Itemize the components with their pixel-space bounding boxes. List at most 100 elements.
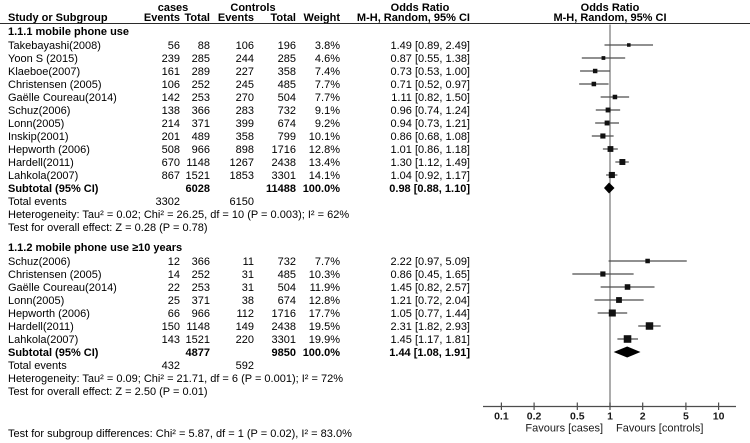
effect-square: [623, 335, 632, 343]
subtotal-row: Subtotal (95% CI) 6028 11488 100.0% 0.98 [0.…: [0, 183, 480, 196]
controls-events: 592: [235, 359, 254, 372]
cases-events: 432: [161, 359, 180, 372]
overall-test-row-text: Test for overall effect: Z = 2.50 (P = 0…: [8, 385, 208, 398]
effect-square: [600, 271, 606, 277]
study-col-header: Study or Subgroup: [8, 12, 108, 24]
controls-events: 270: [235, 91, 254, 104]
study-row: Christensen (2005) 106 252 245 485 7.7% 0.71 […: [0, 79, 480, 92]
tick-label: 1: [607, 411, 613, 423]
study-name: Hepworth (2006): [8, 143, 90, 156]
effect-square: [601, 56, 606, 60]
controls-total: 1716: [271, 307, 296, 320]
controls-total: 732: [277, 255, 296, 268]
subgroup-header: 1.1.1 mobile phone use: [0, 26, 480, 39]
heterogeneity-row: Heterogeneity: Tau² = 0.09; Chi² = 21.71…: [0, 373, 480, 386]
effect-square: [645, 258, 650, 264]
weight: 7.7%: [314, 91, 340, 104]
study-name: Klaeboe(2007): [8, 65, 81, 78]
cases-total: 366: [191, 104, 210, 117]
subgroup-header-text: 1.1.2 mobile phone use ≥10 years: [8, 242, 183, 254]
controls-events: [210, 347, 254, 360]
cases-events: [136, 347, 180, 360]
or-ci-text: 1.45 [1.17, 1.81]: [390, 333, 470, 346]
column-header-row: Study or Subgroup Events Total Events To…: [0, 12, 480, 25]
controls-events: 399: [235, 117, 254, 130]
cases-total: [180, 360, 210, 373]
controls-total: 674: [277, 117, 296, 130]
study-name: Inskip(2001): [8, 130, 69, 143]
weight: 7.4%: [314, 65, 340, 78]
cases-total: 489: [191, 130, 210, 143]
cases-events: 143: [161, 333, 180, 346]
subgroup-header-text: 1.1.1 mobile phone use: [8, 26, 130, 38]
cases-total: 1148: [186, 156, 210, 169]
or-ci-text: 1.44 [1.08, 1.91]: [389, 346, 470, 359]
weight: 12.8%: [308, 143, 340, 156]
controls-events: 220: [235, 333, 254, 346]
or-ci-text: 1.01 [0.86, 1.18]: [390, 143, 470, 156]
or-ci-text: 2.22 [0.97, 5.09]: [390, 255, 470, 268]
tick-label: 5: [683, 411, 689, 423]
weight-header: Weight: [303, 12, 340, 24]
overall-test-row-text: Test for overall effect: Z = 0.28 (P = 0…: [8, 221, 208, 234]
weight: 17.7%: [308, 307, 340, 320]
weight: 10.1%: [308, 130, 340, 143]
effect-square: [608, 309, 616, 317]
cases-events: 142: [161, 91, 180, 104]
weight: [296, 360, 340, 373]
weight: 7.7%: [314, 78, 340, 91]
cases-total: 252: [191, 268, 210, 281]
study-row: Inskip(2001) 201 489 358 799 10.1% 0.86 [0.68,…: [0, 131, 480, 144]
study-row: Lahkola(2007) 143 1521 220 3301 19.9% 1.45 [1.…: [0, 334, 480, 347]
controls-events: 149: [235, 320, 254, 333]
tick-label: 2: [640, 411, 646, 423]
cases-events: 867: [161, 169, 180, 182]
study-row: Schuz(2006) 138 366 283 732 9.1% 0.96 [0.74, 1…: [0, 105, 480, 118]
subtotal-diamond: [613, 346, 641, 358]
or-ci-text: 0.73 [0.53, 1.00]: [390, 65, 470, 78]
overall-test-row: Test for overall effect: Z = 0.28 (P = 0…: [0, 222, 480, 235]
study-row: Klaeboe(2007) 161 289 227 358 7.4% 0.73 [0.53,…: [0, 66, 480, 79]
weight: 13.4%: [308, 156, 340, 169]
study-name: Christensen (2005): [8, 268, 102, 281]
effect-square: [608, 171, 615, 179]
cases-total: 1148: [186, 320, 210, 333]
or-ci-text: 0.71 [0.52, 0.97]: [390, 78, 470, 91]
controls-total: 196: [277, 39, 296, 52]
cases-events: 161: [161, 65, 180, 78]
weight: 9.2%: [314, 117, 340, 130]
study-name: Lahkola(2007): [8, 333, 79, 346]
study-name: Lonn(2005): [8, 294, 65, 307]
cases-events: 66: [167, 307, 180, 320]
cases-total: 4877: [185, 346, 210, 359]
weight: 4.6%: [314, 52, 340, 65]
controls-events: 31: [241, 268, 254, 281]
or-ci-text: 1.30 [1.12, 1.49]: [390, 156, 470, 169]
study-name: Hepworth (2006): [8, 307, 90, 320]
or-ci-text: 0.96 [0.74, 1.24]: [390, 104, 470, 117]
weight: 9.1%: [314, 104, 340, 117]
subgroup-difference-test: Test for subgroup differences: Chi² = 5.…: [8, 428, 352, 440]
or-ci-text: 0.87 [0.55, 1.38]: [390, 52, 470, 65]
study-name: Christensen (2005): [8, 78, 102, 91]
cases-total: [180, 196, 210, 209]
heterogeneity-row-text: Heterogeneity: Tau² = 0.09; Chi² = 21.71…: [8, 372, 343, 385]
controls-total: 2438: [271, 156, 296, 169]
study-row: Gaëlle Coureau(2014) 142 253 270 504 7.7% 1.11…: [0, 92, 480, 105]
study-row: Schuz(2006) 12 366 11 732 7.7% 2.22 [0.97, 5.0…: [0, 256, 480, 269]
weight: 11.9%: [309, 281, 340, 294]
study-name: Gaëlle Coureau(2014): [8, 91, 117, 104]
favours-left-label: Favours [cases]: [525, 423, 603, 435]
study-name: Schuz(2006): [8, 255, 71, 268]
effect-square: [591, 81, 597, 87]
cases-total: 285: [191, 52, 210, 65]
cases-total: 371: [191, 294, 210, 307]
weight: 19.9%: [308, 333, 340, 346]
study-name: Subtotal (95% CI): [8, 346, 99, 359]
effect-square: [619, 159, 626, 165]
controls-group-header: Controls: [230, 2, 276, 14]
study-name: Lahkola(2007): [8, 169, 79, 182]
or-ci-text: 0.98 [0.88, 1.10]: [389, 182, 470, 195]
cases-events: 508: [161, 143, 180, 156]
